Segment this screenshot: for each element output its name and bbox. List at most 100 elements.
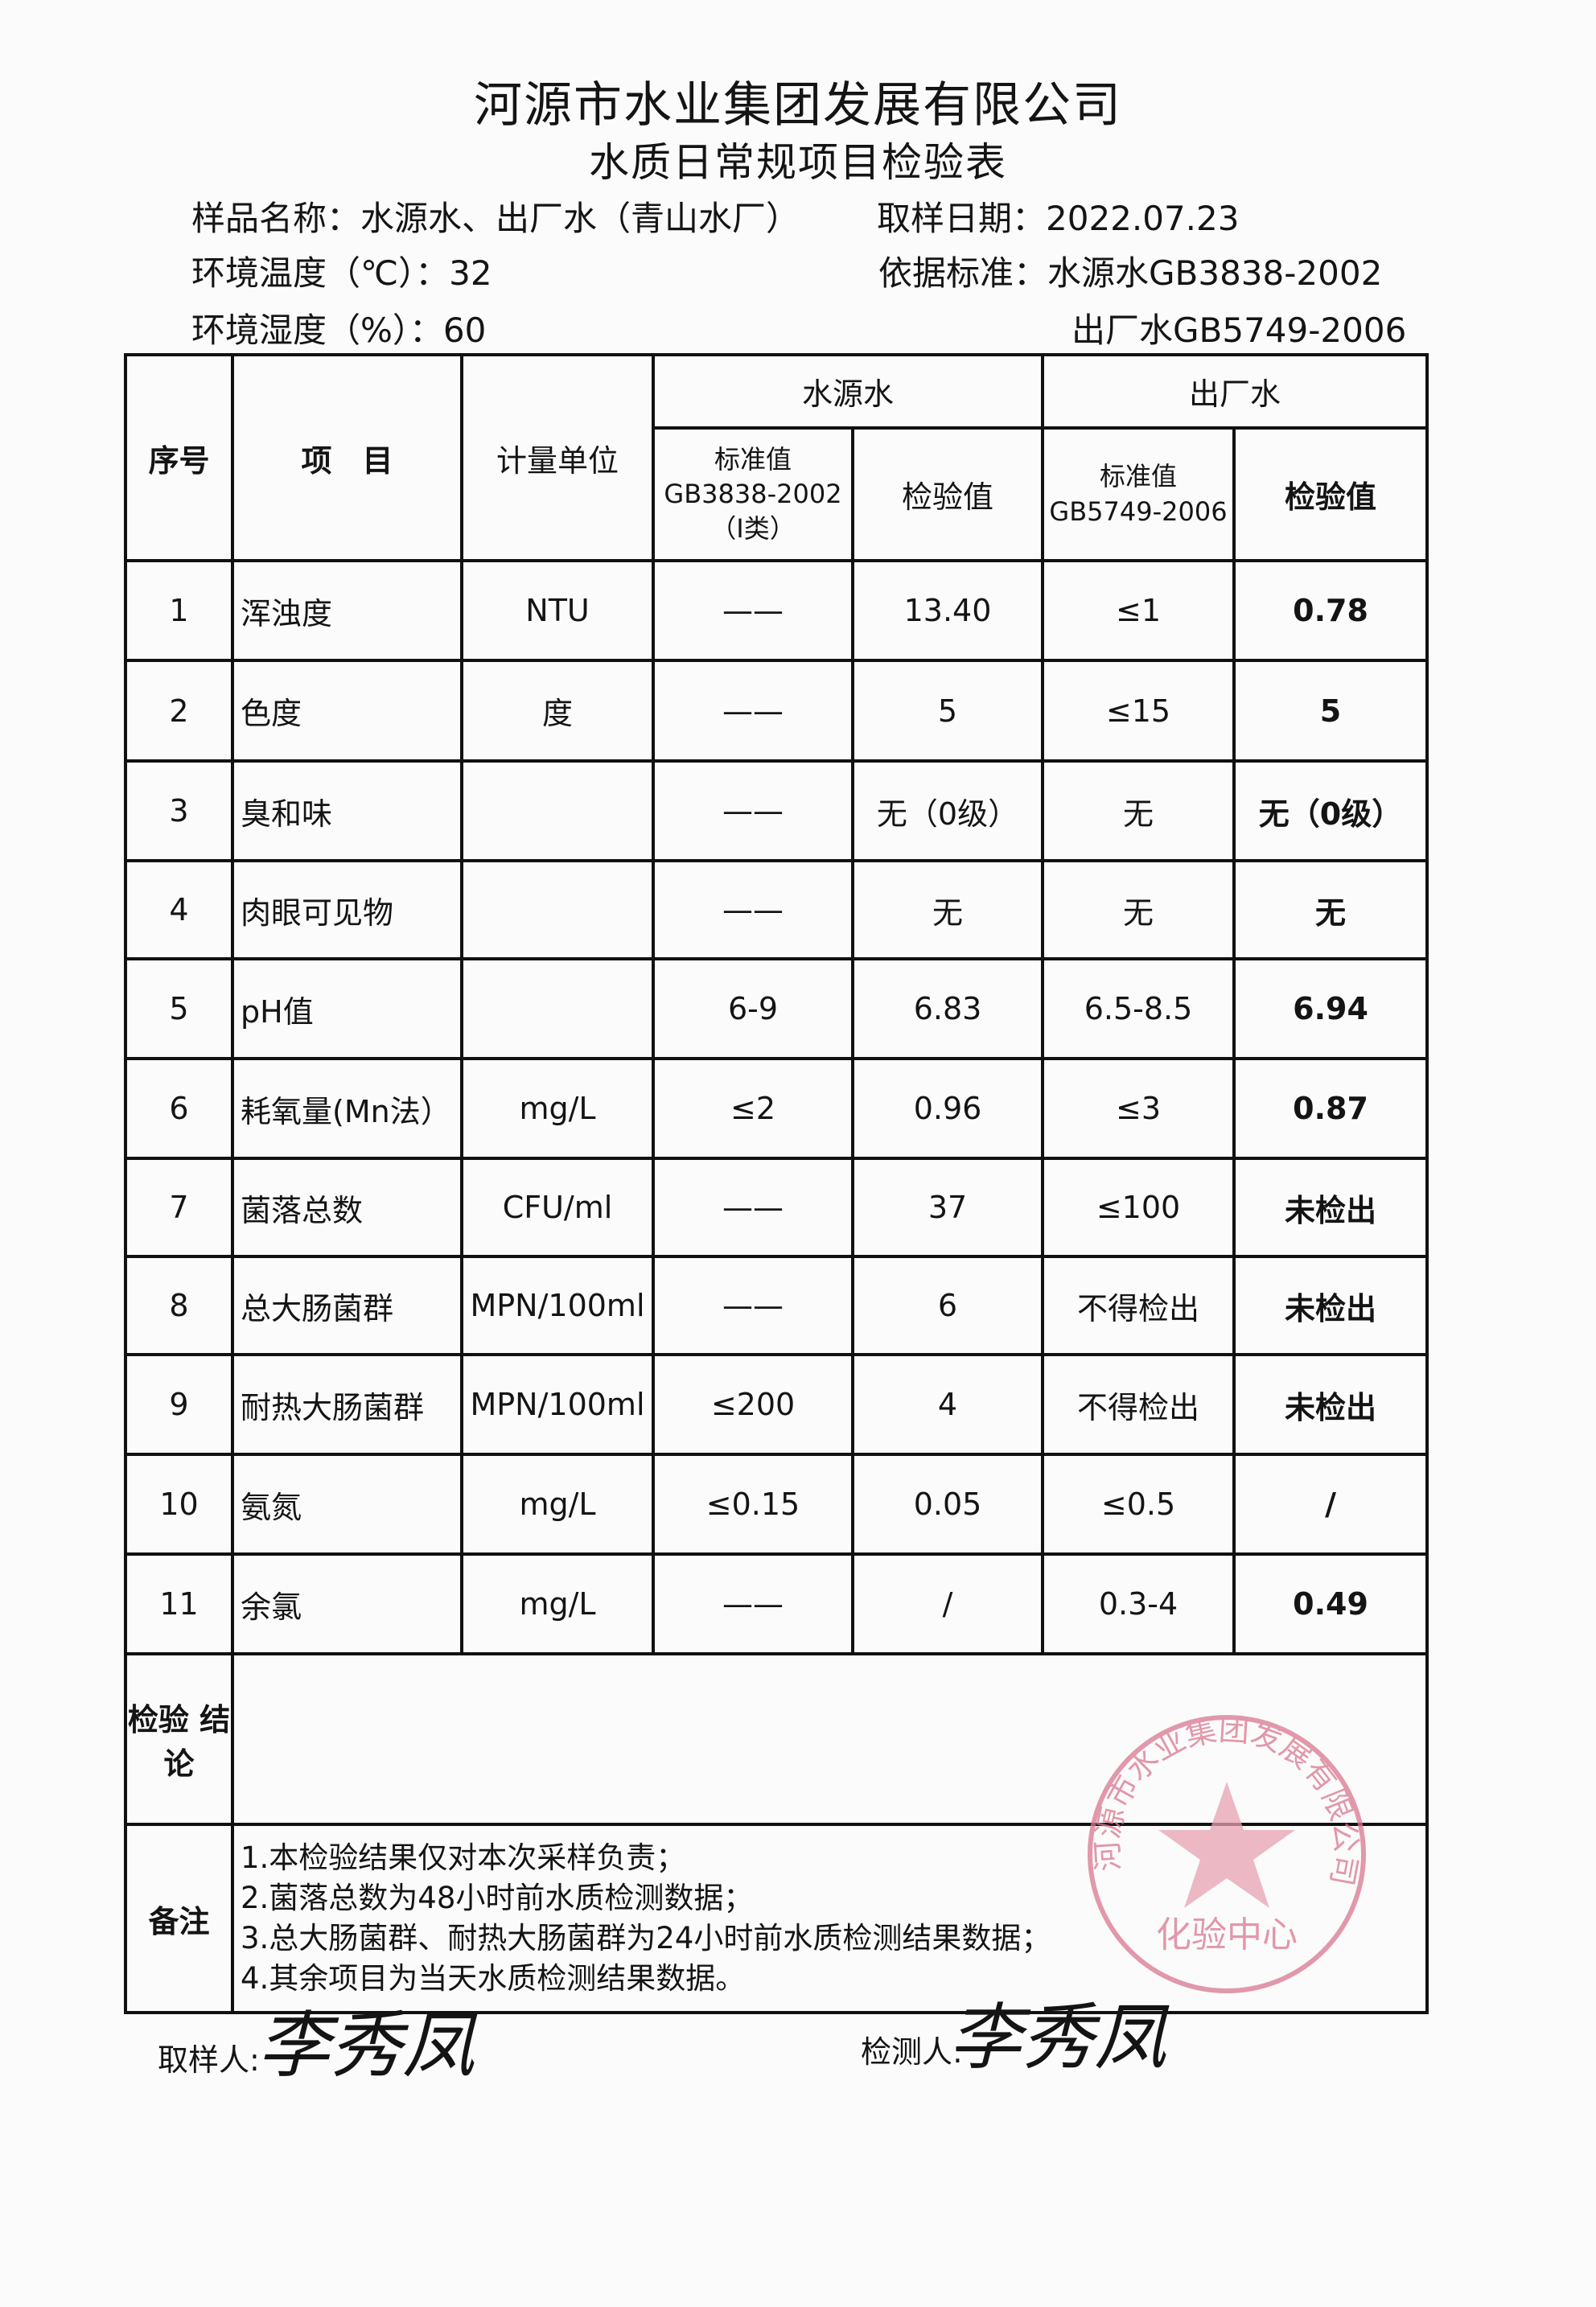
standard-factory: 出厂水GB5749-2006 bbox=[1072, 310, 1407, 350]
standard-source: 依据标准：水源水GB3838-2002 bbox=[878, 253, 1383, 293]
row-item: 色度 bbox=[231, 659, 463, 763]
row-factory-value: 未检出 bbox=[1232, 1353, 1429, 1456]
row-item: 肉眼可见物 bbox=[231, 859, 463, 960]
row-source-standard: ≤2 bbox=[652, 1057, 854, 1160]
row-source-value: 37 bbox=[850, 1157, 1045, 1258]
note-2: 2.菌落总数为48小时前水质检测数据； bbox=[241, 1881, 754, 1915]
humidity: 环境湿度（%）：60 bbox=[191, 310, 487, 350]
header-no: 序号 bbox=[124, 353, 234, 562]
row-factory-standard: 0.3-4 bbox=[1041, 1552, 1236, 1655]
header-item: 项 目 bbox=[231, 353, 463, 562]
row-factory-standard: ≤1 bbox=[1041, 559, 1236, 662]
table-row: 4 肉眼可见物 —— 无无无 bbox=[124, 859, 1429, 960]
header-factory-standard: 标准值 GB5749-2006 bbox=[1041, 426, 1236, 562]
row-unit bbox=[460, 859, 655, 960]
table-row: 5 pH值 6-9 6.83 6.5-8.5 6.94 bbox=[124, 957, 1429, 1060]
inspection-table: 序号 项 目 计量单位 水源水 出厂水 标准值 GB3838-2002 （Ⅰ类）… bbox=[124, 353, 1429, 2014]
row-no: 10 bbox=[124, 1453, 234, 1556]
table-row: 3 臭和味 —— 无（0级）无无（0级） bbox=[124, 759, 1429, 862]
row-factory-value: 6.94 bbox=[1232, 957, 1429, 1060]
row-factory-standard: 不得检出 bbox=[1041, 1255, 1236, 1356]
row-source-value: 6 bbox=[850, 1255, 1045, 1356]
row-unit: MPN/100ml bbox=[460, 1353, 655, 1456]
row-source-value: 0.96 bbox=[850, 1057, 1045, 1160]
row-unit: mg/L bbox=[460, 1552, 655, 1655]
header-source-standard: 标准值 GB3838-2002 （Ⅰ类） bbox=[652, 426, 854, 562]
row-source-value: 5 bbox=[850, 659, 1045, 763]
row-item: 耐热大肠菌群 bbox=[231, 1353, 463, 1456]
row-source-value: 6.83 bbox=[850, 957, 1045, 1060]
row-source-standard: —— bbox=[652, 1157, 854, 1258]
row-unit: MPN/100ml bbox=[460, 1255, 655, 1356]
row-unit: mg/L bbox=[460, 1057, 655, 1160]
row-item: 耗氧量(Mn法） bbox=[231, 1057, 463, 1160]
row-item: 总大肠菌群 bbox=[231, 1255, 463, 1356]
row-no: 1 bbox=[124, 559, 234, 662]
row-factory-value: 无 bbox=[1232, 859, 1429, 960]
table-row: 2 色度度 —— 5 ≤15 5 bbox=[124, 659, 1429, 763]
header-factory-water: 出厂水 bbox=[1041, 353, 1429, 430]
row-factory-value: 无（0级） bbox=[1232, 759, 1429, 862]
row-factory-standard: 不得检出 bbox=[1041, 1353, 1236, 1456]
row-unit bbox=[460, 957, 655, 1060]
table-row: 7 菌落总数 CFU/ml —— 37 ≤100 未检出 bbox=[124, 1157, 1429, 1258]
row-item: 菌落总数 bbox=[231, 1157, 463, 1258]
row-source-value: / bbox=[850, 1552, 1045, 1655]
row-source-standard: 6-9 bbox=[652, 957, 854, 1060]
row-source-standard: —— bbox=[652, 559, 854, 662]
row-no: 6 bbox=[124, 1057, 234, 1160]
table-row: 9 耐热大肠菌群 MPN/100ml ≤200 4 不得检出 未检出 bbox=[124, 1353, 1429, 1456]
table-row: 8 总大肠菌群 MPN/100ml —— 6 不得检出 未检出 bbox=[124, 1255, 1429, 1356]
row-unit: 度 bbox=[460, 659, 655, 763]
official-seal: 河源市水业集团发展有限公司 化验中心 bbox=[1088, 1712, 1366, 1993]
row-source-standard: ≤200 bbox=[652, 1353, 854, 1456]
row-factory-standard: 6.5-8.5 bbox=[1041, 957, 1236, 1060]
notes-label: 备注 bbox=[124, 1823, 234, 2014]
svg-text:化验中心: 化验中心 bbox=[1156, 1914, 1298, 1955]
row-source-value: 无（0级） bbox=[850, 759, 1045, 862]
sampler-signature: 李秀凤 bbox=[257, 2004, 475, 2088]
row-source-standard: —— bbox=[652, 759, 854, 862]
sampler-label: 取样人: bbox=[158, 2042, 260, 2078]
row-item: 臭和味 bbox=[231, 759, 463, 862]
row-no: 4 bbox=[124, 859, 234, 960]
row-source-standard: —— bbox=[652, 1255, 854, 1356]
row-no: 5 bbox=[124, 957, 234, 1060]
row-source-value: 4 bbox=[850, 1353, 1045, 1456]
note-4: 4.其余项目为当天水质检测结果数据。 bbox=[241, 1961, 746, 1996]
row-factory-value: 未检出 bbox=[1232, 1157, 1429, 1258]
row-source-value: 13.40 bbox=[850, 559, 1045, 662]
row-factory-value: 0.87 bbox=[1232, 1057, 1429, 1160]
row-no: 9 bbox=[124, 1353, 234, 1456]
row-no: 7 bbox=[124, 1157, 234, 1258]
row-no: 8 bbox=[124, 1255, 234, 1356]
row-source-standard: —— bbox=[652, 1552, 854, 1655]
row-factory-standard: ≤3 bbox=[1041, 1057, 1236, 1160]
row-unit: mg/L bbox=[460, 1453, 655, 1556]
conclusion-label: 检验 结论 bbox=[124, 1652, 234, 1826]
row-factory-standard: ≤15 bbox=[1041, 659, 1236, 763]
row-factory-value: 5 bbox=[1232, 659, 1429, 763]
row-factory-standard: 无 bbox=[1041, 759, 1236, 862]
row-source-value: 0.05 bbox=[850, 1453, 1045, 1556]
row-factory-value: / bbox=[1232, 1453, 1429, 1556]
sample-date: 取样日期：2022.07.23 bbox=[877, 199, 1240, 238]
form-title: 水质日常规项目检验表 bbox=[589, 139, 1007, 186]
row-source-standard: —— bbox=[652, 659, 854, 763]
row-factory-standard: ≤0.5 bbox=[1041, 1453, 1236, 1556]
row-item: pH值 bbox=[231, 957, 463, 1060]
row-item: 余氯 bbox=[231, 1552, 463, 1655]
row-no: 2 bbox=[124, 659, 234, 763]
row-unit: CFU/ml bbox=[460, 1157, 655, 1258]
row-item: 氨氮 bbox=[231, 1453, 463, 1556]
row-factory-value: 0.49 bbox=[1232, 1552, 1429, 1655]
row-item: 浑浊度 bbox=[231, 559, 463, 662]
table-row: 1 浑浊度 NTU —— 13.40 ≤1 0.78 bbox=[124, 559, 1429, 662]
row-factory-standard: ≤100 bbox=[1041, 1157, 1236, 1258]
tester-label: 检测人: bbox=[861, 2034, 963, 2070]
row-unit bbox=[460, 759, 655, 862]
table-row: 6 耗氧量(Mn法） mg/L ≤2 0.96 ≤3 0.87 bbox=[124, 1057, 1429, 1160]
tester-signature: 李秀凤 bbox=[949, 1996, 1166, 2080]
note-3: 3.总大肠菌群、耐热大肠菌群为24小时前水质检测结果数据； bbox=[241, 1921, 1051, 1955]
sample-name: 样品名称：水源水、出厂水（青山水厂） bbox=[191, 199, 800, 238]
